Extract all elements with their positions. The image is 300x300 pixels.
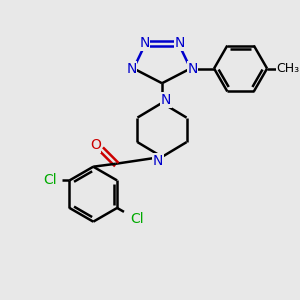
Text: N: N [126, 61, 137, 76]
Text: Cl: Cl [130, 212, 143, 226]
Text: N: N [153, 154, 163, 168]
Text: N: N [187, 61, 198, 76]
Text: Cl: Cl [43, 173, 57, 188]
Text: CH₃: CH₃ [276, 62, 299, 75]
Text: N: N [161, 93, 171, 107]
Text: N: N [175, 36, 185, 50]
Text: N: N [139, 36, 149, 50]
Text: O: O [90, 138, 101, 152]
